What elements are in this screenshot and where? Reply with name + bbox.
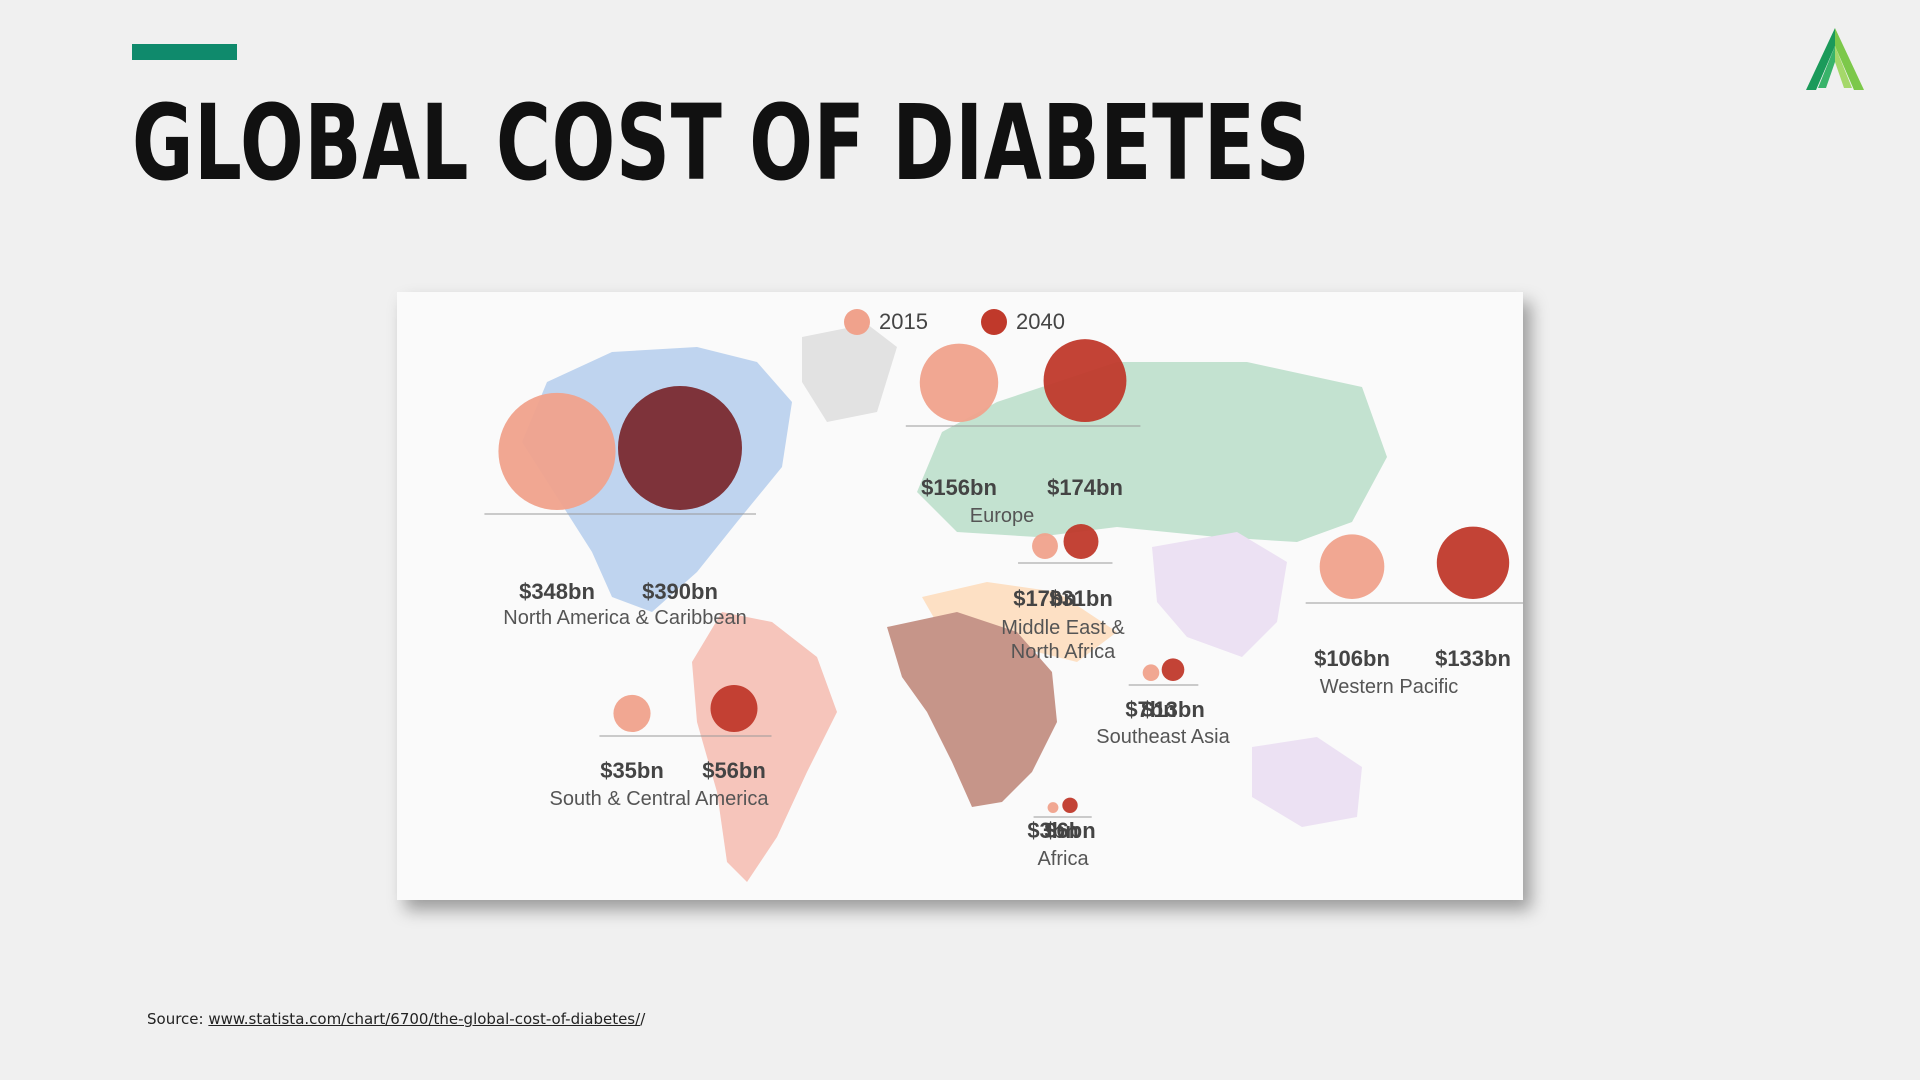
value-label-europe-2040: $174bn [1047,475,1123,500]
map-australia [1252,737,1362,827]
map-greenland [802,324,897,422]
value-label-africa-2040: $6bn [1044,818,1095,843]
legend-swatch-2040 [981,309,1007,335]
chart-svg: 2015 2040 $348bn $390bn North America & Car… [484,309,1523,882]
diabetes-cost-chart: 2015 2040 $348bn $390bn North America & Car… [397,292,1523,900]
region-western-pacific: $106bn $133bn Western Pacific [1305,526,1523,698]
value-label-western-pacific-2040: $133bn [1435,646,1511,671]
map-eurasia [917,362,1387,542]
region-africa: $3bn$6bn Africa [1027,797,1096,870]
value-label-south-central-america-2040: $56bn [702,758,766,783]
bubble-africa-2040 [1062,797,1078,813]
bubble-north-america-caribbean-2040 [618,386,742,510]
map-east-asia [1152,532,1287,657]
map-middle-east [922,582,1117,662]
value-label-southeast-asia-2040: $13bn [1141,697,1205,722]
region-name-middle-east-north-africa: Middle East & North Africa [1001,617,1125,663]
map-africa [887,612,1057,807]
value-label-western-pacific-2015: $106bn [1314,646,1390,671]
source-citation: Source: www.statista.com/chart/6700/the-… [147,1010,645,1028]
region-name-africa: Africa [1037,848,1089,870]
region-southeast-asia: $7bn$13bn Southeast Asia [1096,658,1231,748]
value-label-north-america-caribbean-2015: $348bn [519,579,595,604]
bubble-south-central-america-2040 [710,685,758,732]
source-suffix: / [640,1010,646,1028]
bubble-western-pacific-2015 [1319,534,1385,599]
legend-label-2040: 2040 [1016,309,1065,334]
value-label-south-central-america-2015: $35bn [600,758,664,783]
region-name-western-pacific: Western Pacific [1320,676,1459,698]
region-name-south-central-america: South & Central America [550,788,770,810]
region-south-central-america: $35bn $56bn South & Central America [550,685,772,810]
region-name-southeast-asia: Southeast Asia [1096,726,1230,748]
region-north-america-caribbean: $348bn $390bn North America & Caribbean [484,386,756,629]
value-label-north-america-caribbean-2040: $390bn [642,579,718,604]
region-name-europe: Europe [970,505,1035,527]
bubble-africa-2015 [1047,802,1059,813]
value-label-southeast-asia-2015: $7bn [1125,697,1176,722]
bubble-middle-east-north-africa-2015 [1032,533,1058,559]
bubble-southeast-asia-2040 [1161,658,1185,681]
map-south-america [692,612,837,882]
region-europe: $156bn $174bn Europe [905,339,1141,527]
value-label-africa-2015: $3bn [1027,818,1078,843]
bubble-south-central-america-2015 [613,694,651,732]
title-accent-bar [132,44,237,60]
page-title: GLOBAL COST OF DIABETES [132,82,1311,204]
chart-legend: 2015 2040 [844,309,1065,335]
source-link[interactable]: www.statista.com/chart/6700/the-global-c… [208,1010,641,1028]
stylized-a-leaf-logo-icon [1806,28,1864,90]
chart-marks: $348bn $390bn North America & Caribbean $15… [484,339,1523,870]
value-label-europe-2015: $156bn [921,475,997,500]
bubble-europe-2040 [1043,339,1127,422]
source-label: Source: [147,1010,204,1028]
value-label-middle-east-north-africa-2040: $31bn [1049,586,1113,611]
value-label-middle-east-north-africa-2015: $17bn [1013,586,1077,611]
legend-label-2015: 2015 [879,309,928,334]
bubble-middle-east-north-africa-2040 [1063,524,1099,559]
legend-swatch-2015 [844,309,870,335]
bubble-europe-2015 [919,343,999,422]
region-middle-east-north-africa: $17bn$31bn Middle East & North Africa [1001,524,1125,663]
bubble-north-america-caribbean-2015 [498,392,616,510]
bubble-southeast-asia-2015 [1142,664,1160,681]
bubble-western-pacific-2040 [1436,526,1510,599]
region-name-north-america-caribbean: North America & Caribbean [503,607,746,629]
